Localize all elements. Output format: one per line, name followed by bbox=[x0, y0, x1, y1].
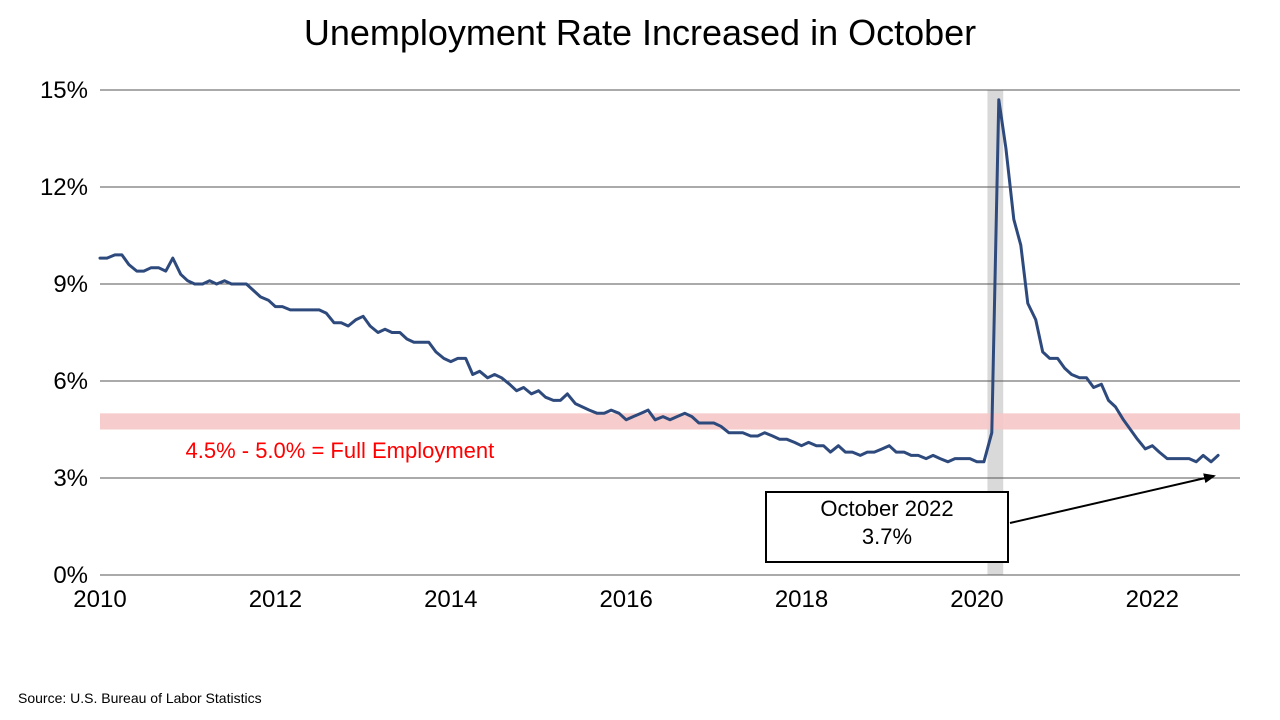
full-employment-label: 4.5% - 5.0% = Full Employment bbox=[186, 438, 495, 464]
svg-text:15%: 15% bbox=[40, 77, 88, 104]
callout-line1: October 2022 bbox=[767, 495, 1007, 523]
svg-text:2010: 2010 bbox=[73, 586, 126, 613]
svg-text:0%: 0% bbox=[53, 562, 88, 589]
svg-text:6%: 6% bbox=[53, 368, 88, 395]
svg-text:2022: 2022 bbox=[1126, 586, 1179, 613]
svg-text:9%: 9% bbox=[53, 271, 88, 298]
unemployment-chart: 0% 3% 6% 9% 12% 15% 2010 2012 2014 2016 2018 2020 20… bbox=[0, 0, 1280, 720]
svg-text:3%: 3% bbox=[53, 465, 88, 492]
svg-text:2020: 2020 bbox=[950, 586, 1003, 613]
svg-text:2014: 2014 bbox=[424, 586, 477, 613]
callout-line2: 3.7% bbox=[767, 523, 1007, 551]
svg-text:2016: 2016 bbox=[599, 586, 652, 613]
source-label: Source: U.S. Bureau of Labor Statistics bbox=[18, 690, 262, 706]
svg-text:12%: 12% bbox=[40, 174, 88, 201]
svg-text:2018: 2018 bbox=[775, 586, 828, 613]
svg-text:2012: 2012 bbox=[249, 586, 302, 613]
callout-box: October 2022 3.7% bbox=[765, 491, 1009, 563]
